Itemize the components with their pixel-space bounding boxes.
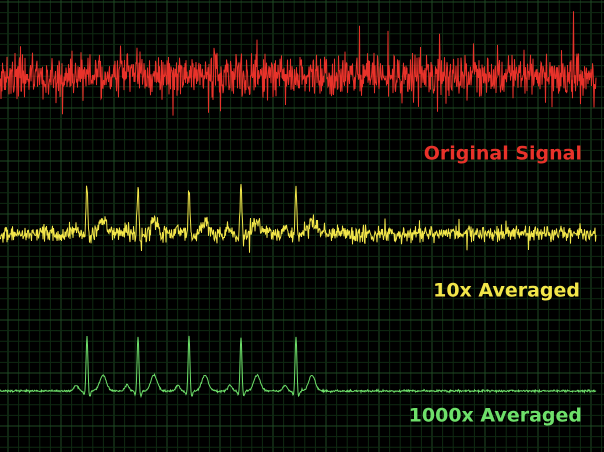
signal-trace bbox=[0, 335, 597, 399]
traces bbox=[0, 11, 597, 399]
signal-trace bbox=[0, 11, 597, 116]
trace-label: 10x Averaged bbox=[433, 280, 580, 302]
trace-label: 1000x Averaged bbox=[409, 405, 582, 427]
signal-trace bbox=[0, 184, 597, 253]
trace-label: Original Signal bbox=[424, 143, 582, 165]
